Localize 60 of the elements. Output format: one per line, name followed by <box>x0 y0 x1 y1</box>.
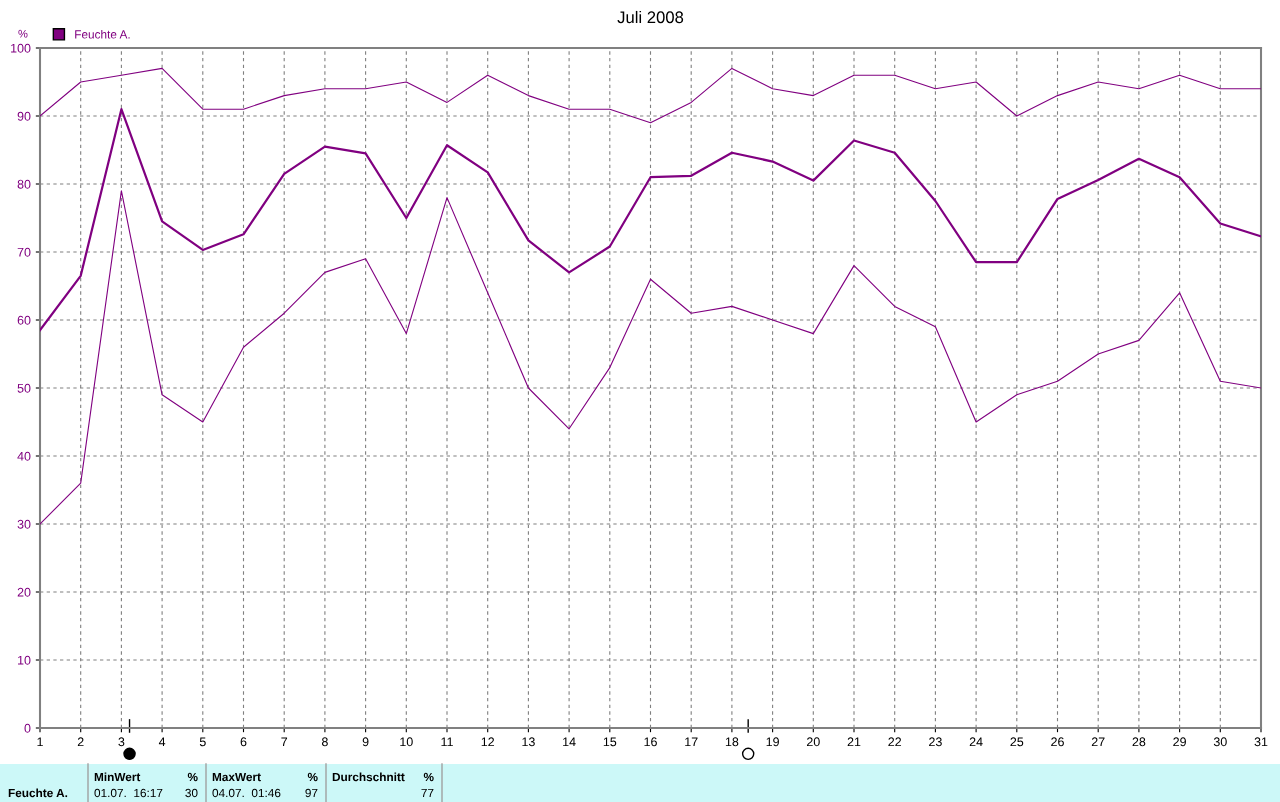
x-tick-label: 23 <box>929 737 942 747</box>
x-tick-label: 8 <box>321 737 328 747</box>
x-tick-label: 1 <box>37 737 43 747</box>
text: % <box>423 772 434 782</box>
text: Feuchte A. <box>8 788 68 798</box>
text: 01.07. 16:17 <box>94 788 163 798</box>
text: % <box>187 772 198 782</box>
text: 97 <box>305 788 318 798</box>
x-tick-label: 10 <box>400 737 413 747</box>
line-series <box>40 67 1261 124</box>
x-tick-label: 16 <box>644 737 657 747</box>
line-series <box>40 108 1261 332</box>
text: 04.07. 01:46 <box>212 788 281 798</box>
x-tick-label: 14 <box>563 737 576 747</box>
y-tick-label: 70 <box>17 247 31 257</box>
line-series <box>40 190 1261 525</box>
text: Durchschnitt <box>332 772 405 782</box>
y-tick-label: 100 <box>11 43 31 53</box>
x-tick-label: 13 <box>522 737 535 747</box>
text: % <box>307 772 318 782</box>
x-tick-label: 7 <box>281 737 288 747</box>
x-tick-label: 20 <box>806 737 820 747</box>
text: 77 <box>421 788 434 798</box>
y-tick-label: 80 <box>17 179 31 189</box>
x-tick-label: 21 <box>847 737 861 747</box>
x-tick-label: 18 <box>725 737 739 747</box>
x-tick-label: 30 <box>1213 737 1227 747</box>
chart-title: Juli 2008 <box>617 10 684 24</box>
y-tick-label: 20 <box>17 587 31 597</box>
x-tick-label: 17 <box>685 737 698 747</box>
text: 30 <box>185 788 198 798</box>
legend-label: Feuchte A. <box>75 29 130 39</box>
text: MinWert <box>94 772 141 782</box>
y-tick-label: 90 <box>17 111 31 121</box>
x-tick-label: 29 <box>1173 737 1186 747</box>
y-tick-label: 10 <box>18 655 31 665</box>
x-tick-label: 19 <box>766 737 779 747</box>
y-tick-label: 40 <box>17 451 31 461</box>
x-tick-label: 22 <box>888 737 902 747</box>
y-tick-label: 60 <box>17 315 31 325</box>
y-tick-label: 30 <box>17 519 31 529</box>
x-tick-label: 25 <box>1010 737 1024 747</box>
y-tick-label: 50 <box>17 383 31 393</box>
x-tick-label: 26 <box>1051 737 1064 747</box>
text: MaxWert <box>212 772 261 782</box>
x-tick-label: 31 <box>1254 737 1268 747</box>
y-axis-title: % <box>18 29 28 38</box>
x-tick-label: 24 <box>969 737 983 747</box>
x-tick-label: 9 <box>362 737 369 747</box>
x-tick-label: 27 <box>1091 737 1105 747</box>
x-tick-label: 2 <box>77 737 84 747</box>
x-tick-label: 6 <box>240 737 247 747</box>
x-tick-label: 4 <box>158 737 166 747</box>
x-tick-label: 5 <box>199 737 206 747</box>
x-tick-label: 28 <box>1132 737 1146 747</box>
y-tick-label: 0 <box>24 723 31 733</box>
x-tick-label: 3 <box>118 737 125 747</box>
x-tick-label: 11 <box>441 737 453 747</box>
x-tick-label: 15 <box>603 737 617 747</box>
x-tick-label: 12 <box>481 737 495 747</box>
